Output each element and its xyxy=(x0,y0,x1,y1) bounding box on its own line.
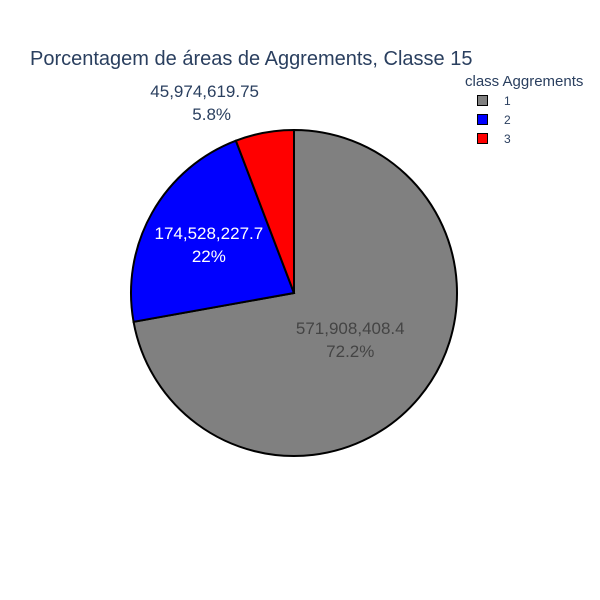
chart-title: Porcentagem de áreas de Aggrements, Clas… xyxy=(30,48,473,70)
pie-label-2: 174,528,227.7 22% xyxy=(154,224,263,266)
legend-label: 3 xyxy=(504,131,511,146)
pie-slice-2 xyxy=(130,139,296,323)
legend-items: 1 2 3 xyxy=(465,91,583,148)
pie-label-percent-3: 5.8% xyxy=(192,105,231,124)
pie-label-percent-2: 22% xyxy=(192,247,226,266)
legend-title: class Aggrements xyxy=(465,73,584,90)
pie-label-value-3: 45,974,619.75 xyxy=(150,82,259,101)
pie-slice-3 xyxy=(234,128,295,294)
legend-swatch xyxy=(477,95,488,106)
legend-label: 1 xyxy=(504,93,511,108)
pie-label-percent-1: 72.2% xyxy=(326,342,374,361)
pie-slice-1 xyxy=(132,128,458,457)
pie-label-value-1: 571,908,408.4 xyxy=(296,319,405,338)
pie-label-value-2: 174,528,227.7 xyxy=(154,224,263,243)
legend-swatch xyxy=(477,133,488,144)
legend-label: 2 xyxy=(504,112,511,127)
legend-swatch xyxy=(477,114,488,125)
legend-item-1[interactable]: 1 xyxy=(477,91,583,110)
legend: class Aggrements 1 2 3 xyxy=(465,73,583,148)
legend-item-3[interactable]: 3 xyxy=(477,129,583,148)
pie-label-1: 571,908,408.4 72.2% xyxy=(296,319,405,361)
legend-item-2[interactable]: 2 xyxy=(477,110,583,129)
pie-label-3: 45,974,619.75 5.8% xyxy=(150,82,259,124)
